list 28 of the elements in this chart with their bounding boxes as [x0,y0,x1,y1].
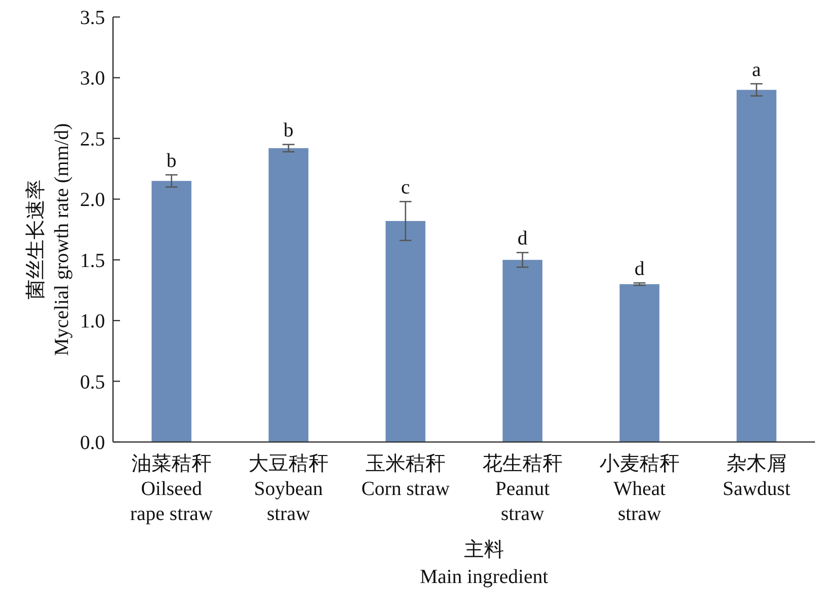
annotation: a [752,58,762,81]
bar [152,180,192,442]
y-tick-label: 3.0 [80,68,105,90]
annotation: b [284,120,294,142]
annotation: d [518,228,528,250]
annotation: d [634,258,644,280]
y-tick-label: 0.5 [80,371,105,394]
x-tick-label: 杂木屑 Sawdust [722,453,791,500]
y-tick-label: 1.5 [80,250,105,272]
y-tick-label: 0.0 [80,432,105,454]
x-axis-title: 主料 Main ingredient [420,538,549,588]
x-tick-label: 小麦秸秆 Wheat straw [600,453,680,525]
y-tick-label: 2.0 [80,189,105,212]
bar [502,260,542,442]
bar [620,284,660,442]
x-tick-label: 花生秸秆 Peanut straw [482,453,562,525]
x-tick-label: 玉米秸秆 Corn straw [361,453,450,500]
y-tick-label: 2.5 [80,128,105,150]
bar [268,148,308,442]
y-axis-title: 菌丝生长速率 Mycelial growth rate (mm/d) [25,123,73,356]
annotation: b [166,150,176,172]
y-tick-label: 1.0 [80,310,105,333]
bar [736,90,776,442]
bar [386,221,426,442]
annotation: c [401,176,410,199]
x-tick-label: 油菜秸秆 Oilseed rape straw [130,453,214,525]
x-tick-label: 大豆秸秆 Soybean straw [248,453,328,525]
y-tick-label: 3.5 [80,7,105,29]
